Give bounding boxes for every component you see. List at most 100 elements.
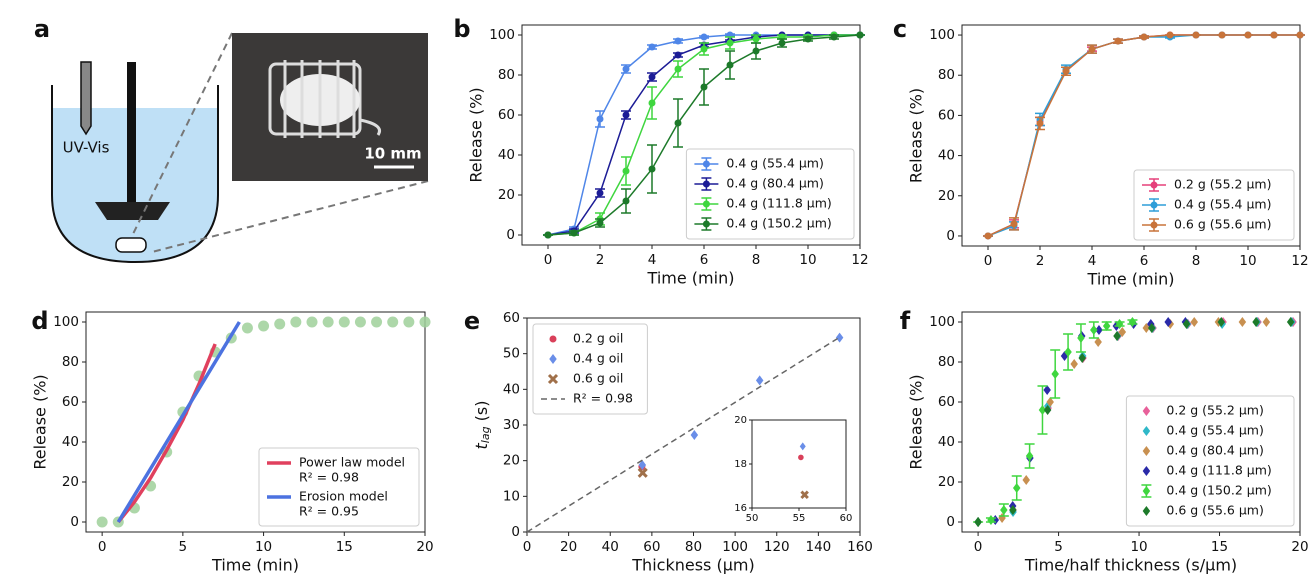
- plot-frame: [961, 24, 1301, 247]
- data-point: [1142, 323, 1151, 333]
- data-point: [984, 232, 992, 240]
- y-tick-label: 80: [938, 67, 955, 83]
- capsule: [115, 237, 147, 253]
- y-tick-label: 80: [62, 354, 79, 370]
- y-tick-label: 0: [511, 524, 520, 540]
- legend-box: [685, 148, 855, 240]
- y-tick-label: 100: [53, 314, 79, 330]
- legend-label: 0.6 g (55.6 µm): [1174, 217, 1271, 232]
- data-point: [1118, 327, 1127, 337]
- x-tick-label: 12: [851, 252, 868, 268]
- stirrer-shaft: [127, 62, 136, 204]
- y-tick-label: 20: [938, 188, 955, 204]
- legend-swatch: [547, 373, 559, 385]
- data-point: [1064, 347, 1072, 357]
- data-point: [1095, 325, 1103, 335]
- y-tick-label: 40: [938, 148, 955, 164]
- legend-note: R² = 0.98: [299, 470, 359, 485]
- data-point: [1217, 317, 1226, 327]
- y-tick-label: 0: [506, 227, 515, 243]
- data-point: [1286, 317, 1295, 327]
- data-point: [726, 61, 734, 69]
- legend-label: Power law model: [299, 455, 405, 470]
- data-point: [700, 33, 708, 41]
- x-tick-label: 120: [764, 539, 790, 555]
- legend-label: 0.4 g (111.8 µm): [726, 196, 831, 211]
- data-point: [338, 316, 350, 328]
- data-point: [1113, 331, 1121, 341]
- x-tick-label: 2: [1036, 253, 1045, 269]
- y-tick-label: 100: [489, 27, 515, 43]
- inset-y-tick-label: 16: [734, 503, 747, 514]
- data-point: [1115, 319, 1124, 329]
- probe-label: UV-Vis: [63, 139, 110, 157]
- data-point: [1166, 31, 1174, 39]
- data-point: [1094, 337, 1102, 347]
- data-point: [1012, 483, 1021, 493]
- y-tick-label: 20: [62, 474, 79, 490]
- data-point: [1182, 319, 1191, 329]
- legend: 0.4 g (55.4 µm) 0.4 g (80.4 µm) 0.4 g (111…: [685, 148, 855, 240]
- x-tick-label: 8: [752, 252, 761, 268]
- data-point: [544, 231, 552, 239]
- data-point: [778, 39, 786, 47]
- y-tick-label: 40: [62, 434, 79, 450]
- data-point: [1296, 31, 1304, 39]
- stirrer-paddle: [95, 202, 170, 220]
- y-axis-label-part: lag: [479, 426, 492, 443]
- x-tick-label: 10: [799, 252, 816, 268]
- y-tick-label: 60: [503, 310, 520, 326]
- data-point: [622, 111, 630, 119]
- data-point: [1190, 317, 1199, 327]
- legend: 0.2 g oil 0.4 g oil 0.6 g oil R² = 0.98: [532, 323, 648, 415]
- data-point: [690, 429, 699, 440]
- legend-label: 0.4 g (150.2 µm): [726, 216, 831, 231]
- x-tick-label: 12: [1291, 253, 1308, 269]
- data-point: [752, 47, 760, 55]
- x-tick-label: 5: [179, 539, 188, 555]
- data-point: [1252, 317, 1260, 327]
- x-axis-label: Time (min): [1087, 270, 1175, 289]
- legend-swatch: [1150, 201, 1158, 209]
- legend-label: 0.4 g (80.4 µm): [726, 176, 823, 191]
- series-line: [526, 336, 841, 533]
- legend-swatch: [1150, 181, 1158, 189]
- y-tick-label: 50: [503, 346, 520, 362]
- y-tick-label: 100: [929, 27, 955, 43]
- legend-swatch: [1142, 426, 1151, 436]
- inset-x-tick-label: 60: [840, 513, 853, 524]
- series-line: [116, 321, 241, 523]
- data-point: [1148, 323, 1156, 333]
- data-point: [1077, 333, 1085, 343]
- data-point: [1025, 451, 1034, 461]
- legend-label: 0.2 g oil: [573, 331, 623, 346]
- data-point: [622, 167, 630, 175]
- y-tick-label: 10: [503, 488, 520, 504]
- data-point: [570, 229, 578, 237]
- plot-frame: [521, 24, 861, 246]
- data-point: [1192, 31, 1200, 39]
- legend-swatch: [702, 200, 710, 208]
- data-point: [1070, 359, 1078, 369]
- panel-letter: d: [31, 307, 48, 335]
- data-point: [998, 513, 1006, 523]
- data-point: [1088, 45, 1096, 53]
- x-tick-label: 60: [643, 539, 660, 555]
- x-tick-label: 20: [416, 539, 433, 555]
- legend-label: 0.6 g (55.6 µm): [1166, 503, 1263, 518]
- y-axis-label-part: (s): [472, 401, 491, 427]
- legend: 0.2 g (55.2 µm) 0.4 g (55.4 µm) 0.4 g (80.…: [1125, 395, 1295, 527]
- data-point: [622, 197, 630, 205]
- data-point: [1102, 321, 1111, 331]
- x-axis-label: Time/half thickness (s/µm): [1024, 556, 1237, 575]
- legend: 0.2 g (55.2 µm) 0.4 g (55.4 µm) 0.6 g (55.…: [1133, 169, 1295, 241]
- data-point: [830, 33, 838, 41]
- y-tick-label: 60: [498, 107, 515, 123]
- data-point: [1022, 475, 1030, 485]
- y-tick-label: 60: [938, 107, 955, 123]
- x-tick-label: 80: [685, 539, 702, 555]
- data-point: [648, 99, 656, 107]
- y-tick-label: 100: [929, 314, 955, 330]
- data-point: [1270, 31, 1278, 39]
- data-point: [1128, 317, 1137, 327]
